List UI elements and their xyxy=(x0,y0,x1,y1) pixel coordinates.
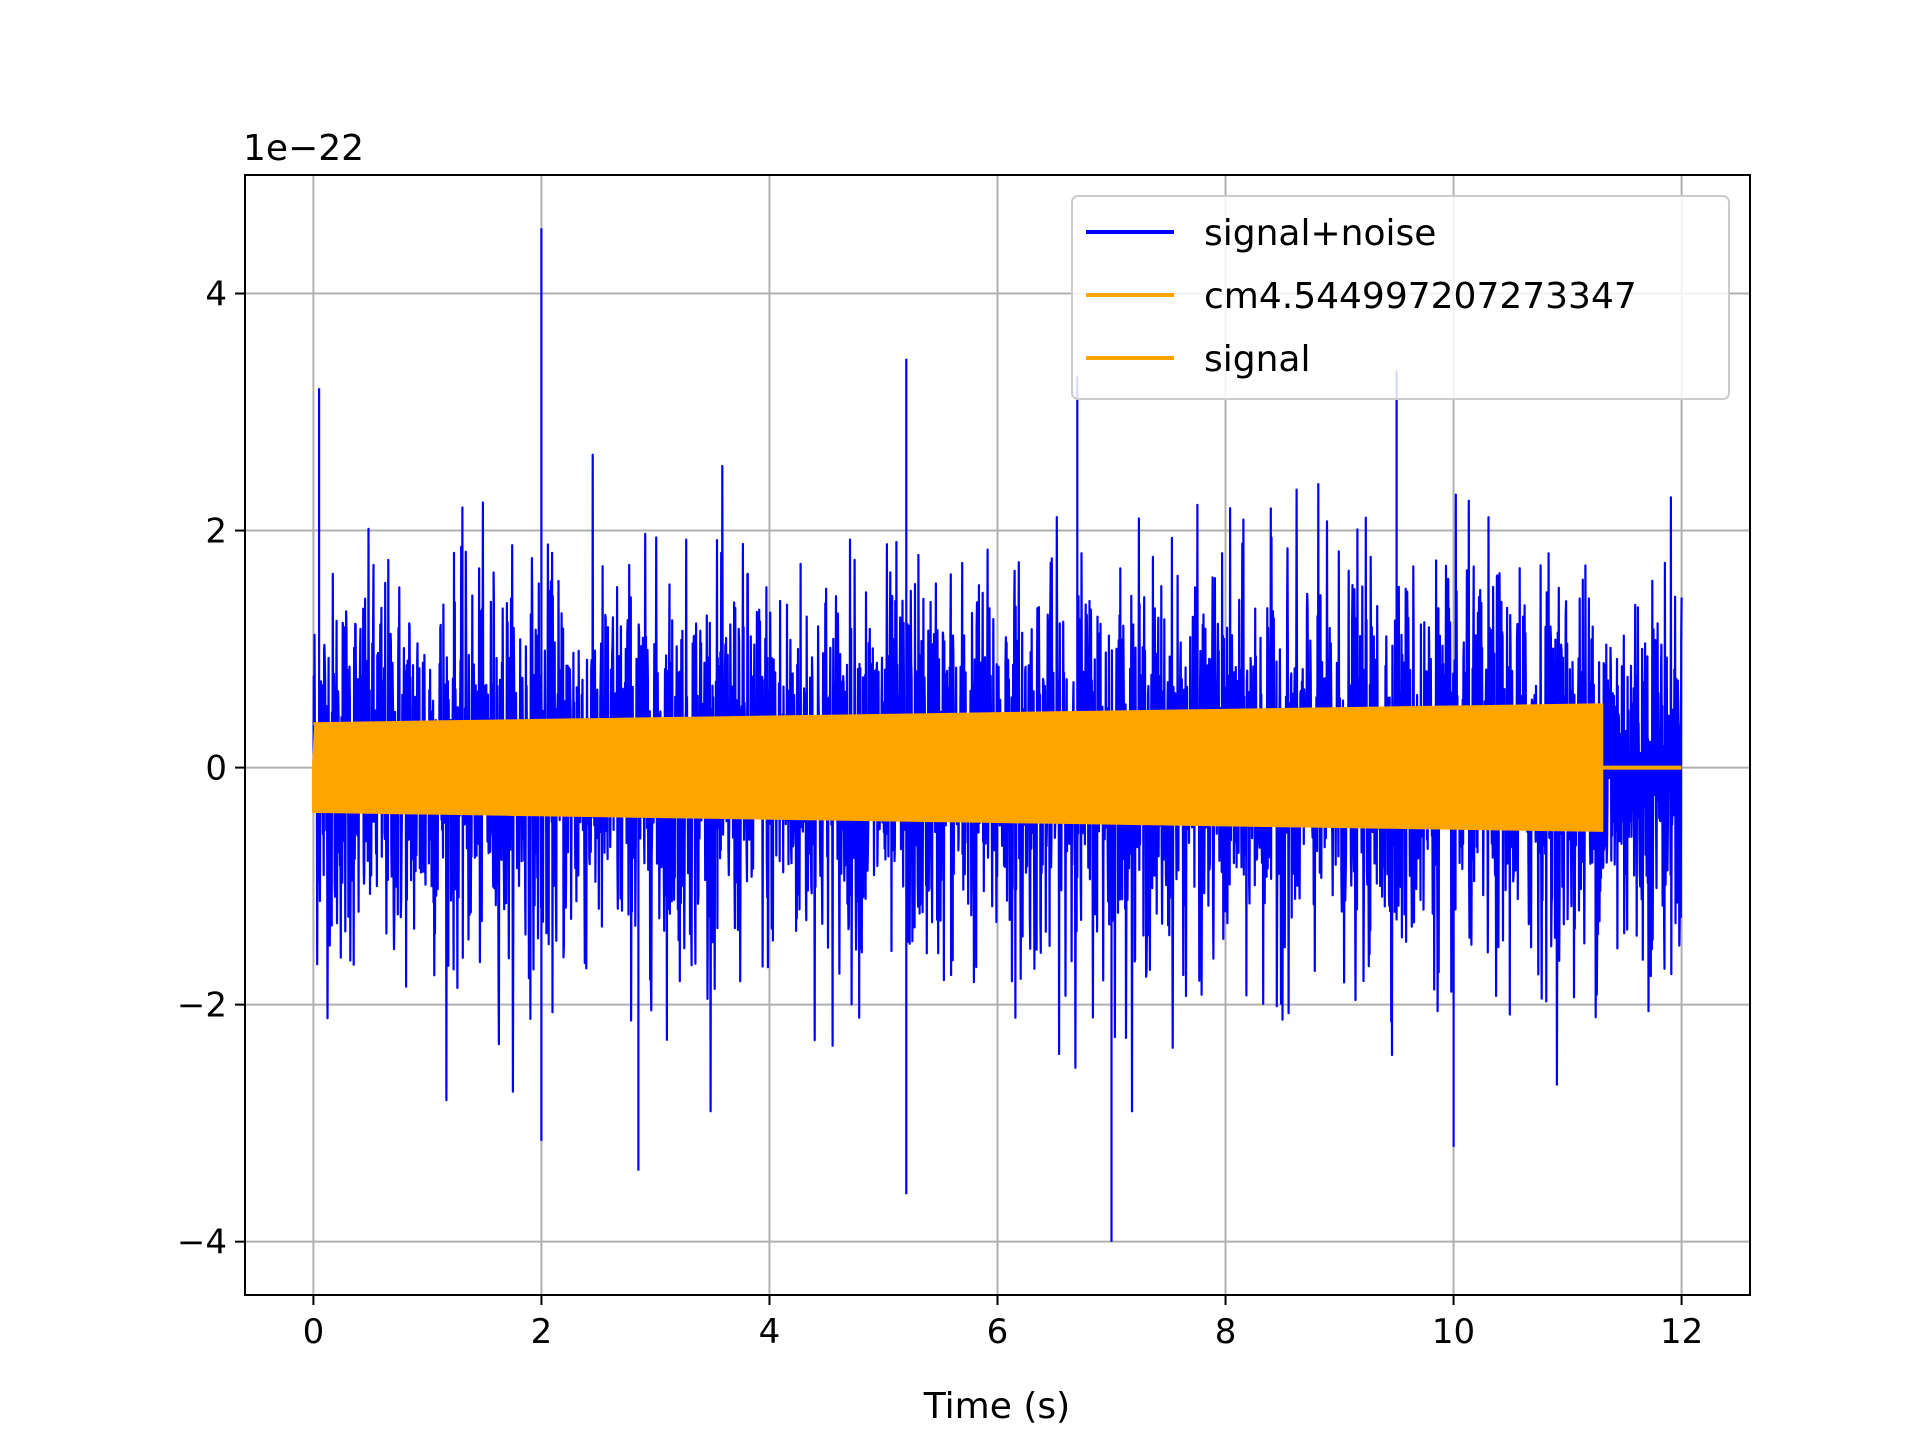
x-tick-label: 2 xyxy=(531,1312,553,1352)
x-tick-label: 6 xyxy=(987,1312,1009,1352)
legend-box xyxy=(1071,195,1730,400)
x-tick-label: 8 xyxy=(1215,1312,1237,1352)
x-tick-label: 12 xyxy=(1660,1312,1703,1352)
x-axis-label: Time (s) xyxy=(923,1386,1070,1427)
legend-label: signal xyxy=(1204,339,1311,380)
series-cm-band xyxy=(311,703,1604,832)
x-tick-label: 4 xyxy=(759,1312,781,1352)
ticks: 0 2 4 6 8 10 12 −4 −2 0 2 4 xyxy=(177,275,1703,1352)
y-offset-label: 1e−22 xyxy=(243,128,364,169)
legend: signal+noise cm4.544997207273347 signal xyxy=(1071,195,1730,400)
y-tick-label: −4 xyxy=(177,1223,227,1263)
x-tick-label: 10 xyxy=(1432,1312,1475,1352)
y-tick-label: 0 xyxy=(205,749,227,789)
y-tick-label: 2 xyxy=(205,512,227,552)
y-tick-label: 4 xyxy=(205,275,227,315)
legend-label: cm4.544997207273347 xyxy=(1204,276,1637,317)
series-layer xyxy=(311,228,1683,1242)
x-tick-label: 0 xyxy=(303,1312,325,1352)
legend-label: signal+noise xyxy=(1204,213,1436,254)
y-tick-label: −2 xyxy=(177,986,227,1026)
